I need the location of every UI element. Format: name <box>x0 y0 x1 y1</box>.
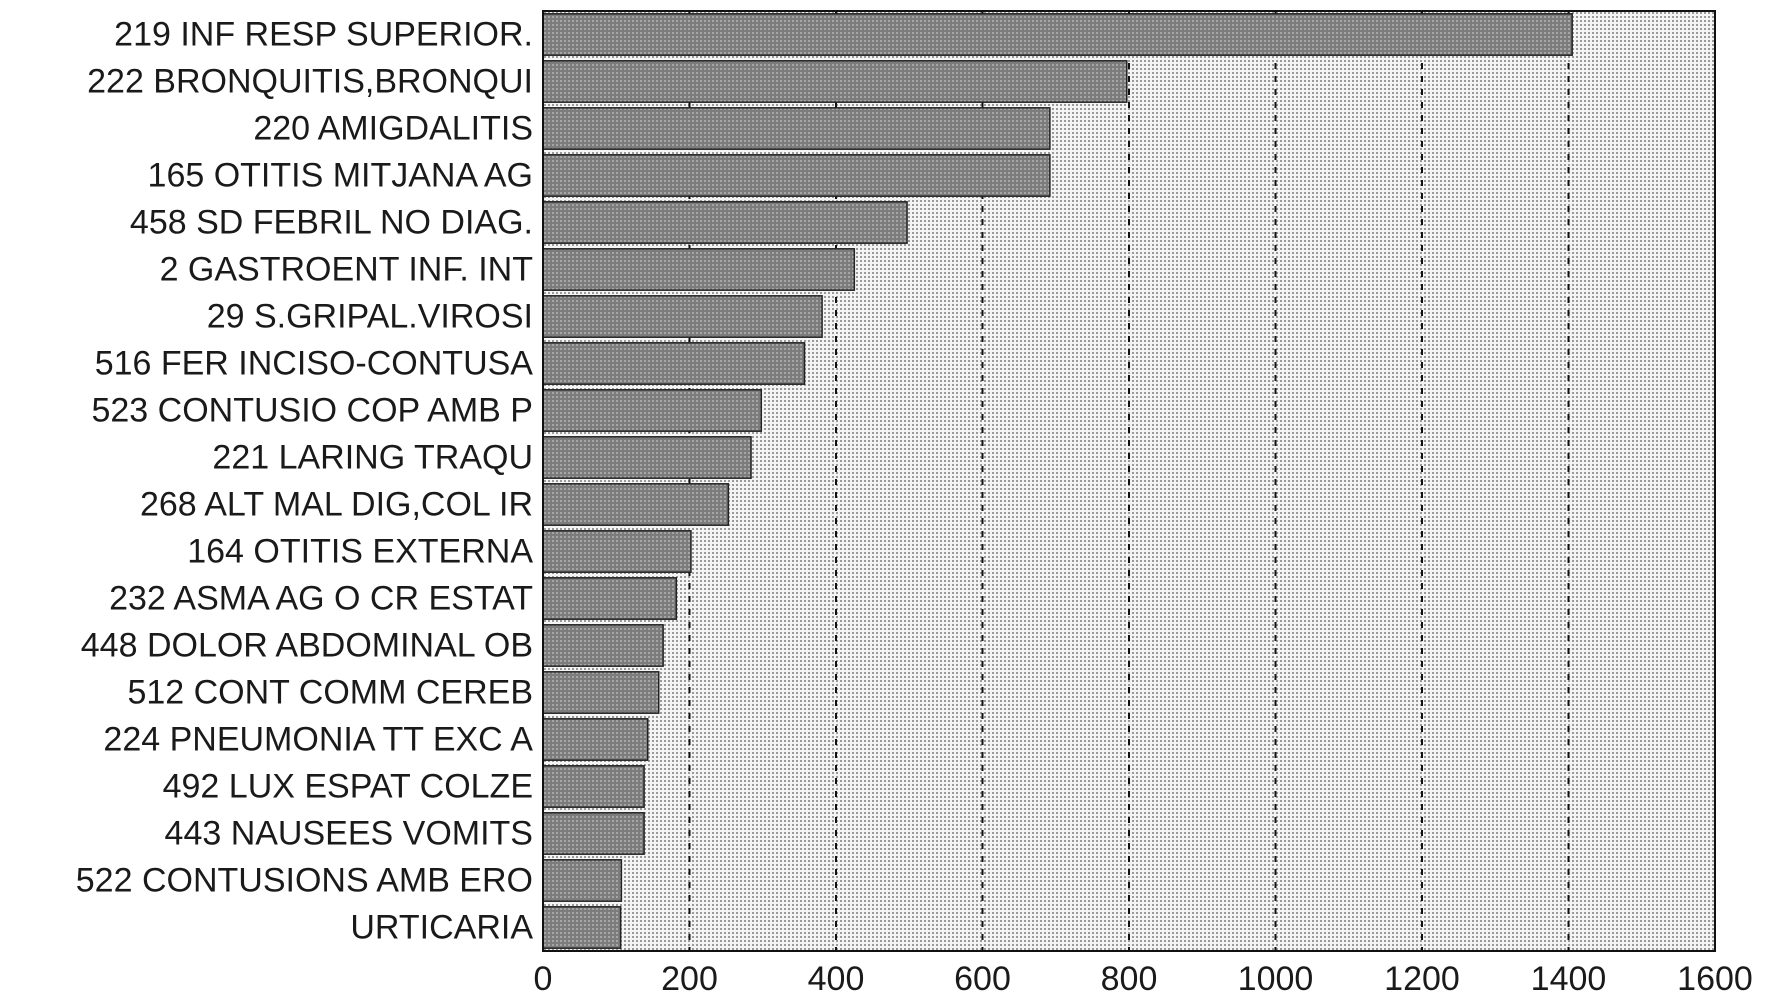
category-label: 29 S.GRIPAL.VIROSI <box>207 298 533 336</box>
category-label: 165 OTITIS MITJANA AG <box>148 157 533 195</box>
x-tick-label: 200 <box>661 960 718 998</box>
category-label: 224 PNEUMONIA TT EXC A <box>103 721 533 759</box>
category-label: 232 ASMA AG O CR ESTAT <box>109 580 533 618</box>
x-tick-label: 0 <box>534 960 553 998</box>
category-label: 522 CONTUSIONS AMB ERO <box>76 862 533 900</box>
bar <box>542 107 1051 150</box>
category-label: 516 FER INCISO-CONTUSA <box>95 345 534 383</box>
category-labels: 219 INF RESP SUPERIOR. 222 BRONQUITIS,BRO… <box>76 16 534 947</box>
x-tick-label: 800 <box>1101 960 1158 998</box>
x-tick-label: 600 <box>954 960 1011 998</box>
category-label: 443 NAUSEES VOMITS <box>165 815 533 853</box>
bar <box>542 624 664 667</box>
category-label: 219 INF RESP SUPERIOR. <box>114 16 533 54</box>
bar <box>542 60 1128 103</box>
x-tick-label: 1200 <box>1384 960 1460 998</box>
bar <box>542 577 678 620</box>
category-label: 222 BRONQUITIS,BRONQUI <box>87 63 533 101</box>
bar <box>542 859 623 902</box>
category-label: 492 LUX ESPAT COLZE <box>163 768 533 806</box>
bar <box>542 906 622 949</box>
bar <box>542 13 1573 56</box>
bar <box>542 154 1051 197</box>
bar <box>542 671 660 714</box>
category-label: 221 LARING TRAQU <box>212 439 533 477</box>
category-label: 268 ALT MAL DIG,COL IR <box>140 486 533 524</box>
bar <box>542 436 752 479</box>
bar <box>542 342 806 385</box>
category-label: 448 DOLOR ABDOMINAL OB <box>81 627 533 665</box>
category-label: 512 CONT COMM CEREB <box>127 674 533 712</box>
bar <box>542 530 692 573</box>
bar <box>542 389 763 432</box>
x-tick-labels: 0 200 400 600 800 1000 1200 1400 1600 <box>534 960 1753 998</box>
category-label: 2 GASTROENT INF. INT <box>160 251 533 289</box>
plot-frame <box>542 10 1716 952</box>
category-label: URTICARIA <box>350 909 533 947</box>
bar <box>542 201 908 244</box>
category-label: 220 AMIGDALITIS <box>253 110 533 148</box>
bars <box>542 13 1573 949</box>
bar <box>542 483 730 526</box>
bar <box>542 812 645 855</box>
x-tick-label: 400 <box>808 960 865 998</box>
x-tick-label: 1400 <box>1531 960 1607 998</box>
x-tick-label: 1000 <box>1238 960 1314 998</box>
category-label: 164 OTITIS EXTERNA <box>187 533 533 571</box>
bar <box>542 248 856 291</box>
category-label: 458 SD FEBRIL NO DIAG. <box>130 204 533 242</box>
category-label: 523 CONTUSIO COP AMB P <box>91 392 533 430</box>
x-tick-label: 1600 <box>1677 960 1753 998</box>
bar <box>542 295 823 338</box>
bar <box>542 718 649 761</box>
bar <box>542 765 645 808</box>
